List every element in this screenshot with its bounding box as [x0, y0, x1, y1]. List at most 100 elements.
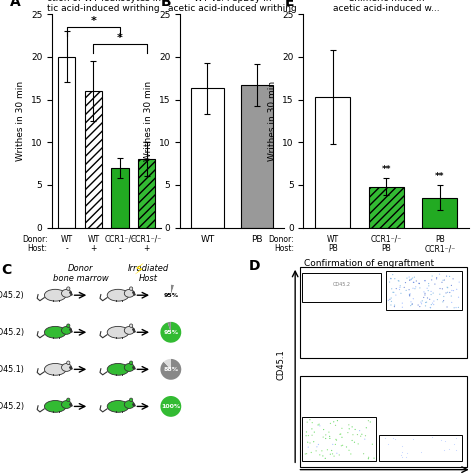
Point	[314, 421, 322, 429]
Point	[387, 301, 395, 309]
Point	[325, 428, 333, 436]
Point	[428, 272, 436, 280]
Point	[343, 443, 350, 451]
Point	[427, 304, 434, 311]
Y-axis label: Writhes in 30 min: Writhes in 30 min	[17, 81, 26, 161]
Point	[448, 287, 456, 294]
Point	[398, 448, 405, 456]
Point	[409, 274, 416, 282]
Text: Host:: Host:	[274, 245, 294, 253]
Point	[417, 448, 425, 456]
Point	[389, 289, 397, 296]
Ellipse shape	[124, 327, 134, 334]
Ellipse shape	[67, 398, 70, 401]
Point	[345, 421, 353, 428]
Point	[445, 446, 453, 453]
Point	[439, 276, 447, 284]
Point	[306, 416, 314, 424]
Point	[443, 283, 451, 291]
Point	[401, 279, 409, 286]
Point	[410, 279, 417, 286]
Point	[440, 297, 447, 304]
Point	[424, 287, 432, 294]
Text: **: **	[382, 165, 391, 174]
Point	[416, 303, 424, 310]
Point	[319, 452, 327, 460]
Text: +: +	[143, 245, 150, 253]
Point	[414, 301, 422, 309]
Point	[333, 437, 340, 444]
Point	[444, 289, 451, 296]
Point	[387, 274, 394, 282]
Point	[391, 435, 399, 443]
Point	[351, 438, 358, 446]
Point	[361, 435, 369, 443]
Point	[303, 428, 310, 436]
Point	[388, 285, 395, 292]
Point	[407, 276, 415, 283]
Point	[406, 292, 413, 300]
Text: ⚡: ⚡	[134, 262, 145, 276]
Point	[425, 280, 432, 287]
Point	[303, 419, 311, 426]
Text: -: -	[65, 245, 68, 253]
Text: PB: PB	[328, 245, 337, 253]
Point	[452, 304, 460, 311]
Point	[410, 279, 418, 286]
Point	[386, 295, 394, 303]
Point	[397, 290, 405, 297]
Wedge shape	[160, 285, 181, 306]
Point	[360, 450, 367, 457]
Point	[308, 425, 316, 433]
Point	[365, 454, 373, 461]
Point	[406, 275, 414, 283]
Ellipse shape	[129, 398, 133, 401]
Point	[387, 275, 395, 283]
Point	[406, 277, 413, 284]
Point	[402, 287, 410, 294]
Point	[315, 441, 322, 448]
Point	[396, 286, 403, 293]
Point	[450, 287, 457, 294]
Point	[388, 298, 395, 305]
Bar	[386, 271, 463, 310]
Point	[405, 286, 413, 293]
Text: PB: PB	[251, 235, 263, 244]
Bar	[315, 97, 350, 228]
Point	[452, 446, 460, 454]
Point	[347, 450, 355, 458]
Point	[446, 289, 454, 296]
Point	[406, 291, 413, 299]
Ellipse shape	[107, 364, 129, 375]
Text: PepBoy (CD45.1): PepBoy (CD45.1)	[0, 365, 24, 374]
Point	[443, 303, 451, 311]
Point	[425, 282, 433, 290]
Text: CCR1⁻/⁻: CCR1⁻/⁻	[104, 235, 136, 244]
Point	[354, 431, 361, 438]
Point	[421, 277, 429, 285]
Text: 95%: 95%	[163, 330, 178, 335]
Wedge shape	[164, 359, 171, 369]
Point	[443, 273, 450, 280]
Ellipse shape	[107, 401, 129, 412]
Point	[326, 433, 333, 440]
Point	[336, 430, 344, 438]
Point	[391, 275, 399, 283]
Point	[420, 294, 428, 301]
Title: Chimeric mice in
acetic acid-induced w...: Chimeric mice in acetic acid-induced w..…	[333, 0, 439, 13]
Point	[417, 298, 425, 306]
Point	[423, 284, 431, 292]
Point	[438, 285, 446, 292]
Point	[408, 301, 416, 308]
Text: -: -	[118, 245, 121, 253]
Point	[349, 431, 357, 438]
Point	[302, 432, 310, 439]
Text: 88%: 88%	[163, 367, 178, 372]
Point	[322, 431, 329, 438]
Title: WT vs. PepBoy in
acetic acid-induced writhing: WT vs. PepBoy in acetic acid-induced wri…	[168, 0, 297, 13]
Ellipse shape	[107, 327, 129, 338]
Point	[333, 449, 341, 457]
Point	[440, 292, 447, 300]
Text: **: **	[435, 172, 445, 181]
Point	[301, 450, 309, 458]
